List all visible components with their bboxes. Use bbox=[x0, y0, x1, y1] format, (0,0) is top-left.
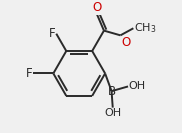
Text: OH: OH bbox=[129, 81, 146, 91]
Text: CH$_3$: CH$_3$ bbox=[134, 21, 157, 35]
Text: O: O bbox=[121, 36, 130, 49]
Text: B: B bbox=[108, 85, 116, 98]
Text: OH: OH bbox=[104, 108, 121, 118]
Text: F: F bbox=[49, 27, 56, 40]
Text: O: O bbox=[92, 1, 102, 14]
Text: F: F bbox=[26, 67, 33, 80]
